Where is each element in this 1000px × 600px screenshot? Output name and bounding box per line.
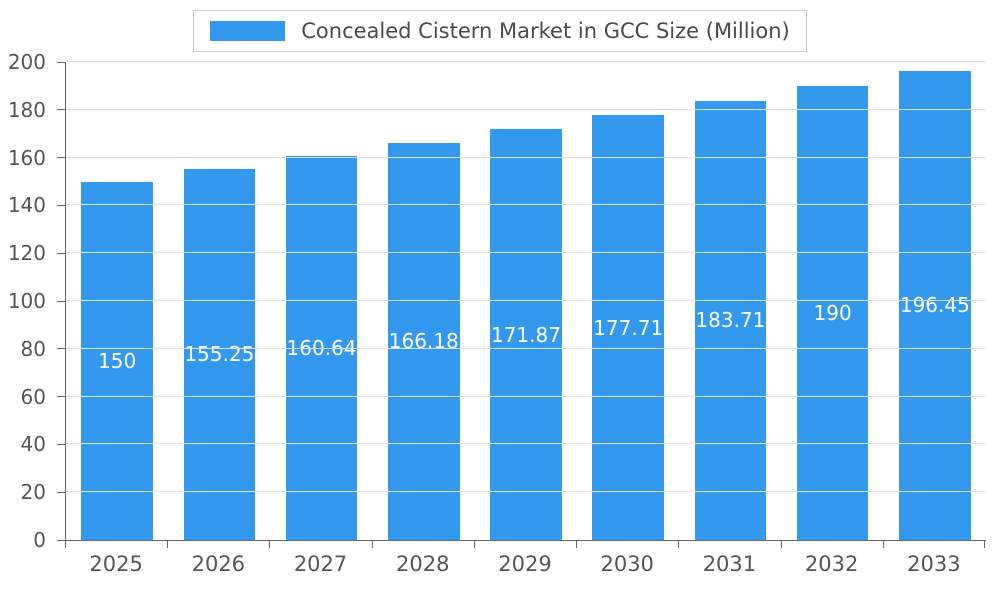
y-tick-mark — [57, 252, 65, 254]
chart-title: Concealed Cistern Market in GCC Size (Mi… — [301, 19, 790, 43]
bar-2027[interactable]: 160.64 — [285, 156, 358, 540]
x-tick-mark — [269, 541, 271, 548]
y-tick-mark — [57, 109, 65, 111]
bar-value-label: 183.71 — [695, 308, 766, 333]
bar-slot: 155.25 — [168, 62, 270, 540]
y-axis-label: 40 — [20, 432, 46, 457]
bar-2026[interactable]: 155.25 — [183, 168, 256, 540]
bars-container: 150 155.25 160.64 166.18 171.87 177.71 183.71 1… — [66, 62, 986, 540]
legend-item[interactable]: Concealed Cistern Market in GCC Size (Mi… — [193, 10, 807, 52]
y-tick-mark — [57, 61, 65, 63]
y-tick-mark — [57, 443, 65, 445]
x-axis-ticks — [65, 541, 985, 548]
y-axis-label: 20 — [20, 480, 46, 505]
x-tick-mark — [371, 541, 373, 548]
bar-slot: 150 — [66, 62, 168, 540]
x-tick-mark — [984, 541, 985, 548]
bar-slot: 166.18 — [373, 62, 475, 540]
bar-slot: 160.64 — [270, 62, 372, 540]
x-tick-mark — [65, 541, 66, 548]
chart-legend: Concealed Cistern Market in GCC Size (Mi… — [0, 10, 1000, 52]
bar-value-label: 166.18 — [388, 329, 459, 354]
x-tick-mark — [882, 541, 884, 548]
bar-2030[interactable]: 177.71 — [592, 115, 664, 540]
y-tick-mark — [57, 539, 65, 541]
y-tick-mark — [57, 491, 65, 493]
x-axis-label-2029: 2029 — [498, 552, 552, 576]
x-axis-label-2031: 2031 — [702, 552, 757, 576]
bar-2025[interactable]: 150 — [81, 181, 153, 540]
y-axis-ticks — [57, 61, 65, 541]
bar-value-label: 150 — [98, 348, 137, 373]
x-tick-mark — [473, 541, 475, 548]
bar-slot: 171.87 — [475, 62, 577, 540]
x-tick-mark — [167, 541, 169, 548]
bar-value-label: 160.64 — [286, 336, 357, 361]
bar-value-label: 155.25 — [184, 342, 255, 367]
bar-value-label: 190 — [813, 300, 852, 325]
x-axis-label-2032: 2032 — [804, 552, 859, 576]
y-axis-label: 180 — [7, 97, 46, 122]
y-axis-label: 60 — [20, 384, 46, 409]
y-tick-mark — [57, 348, 65, 350]
bar-slot: 190 — [782, 62, 884, 540]
y-tick-mark — [57, 157, 65, 159]
legend-swatch — [210, 21, 286, 41]
x-axis-label-2033: 2033 — [907, 552, 961, 576]
y-tick-mark — [57, 204, 65, 206]
y-axis-label: 0 — [33, 528, 46, 552]
x-axis-label-2026: 2026 — [191, 552, 246, 576]
bar-value-label: 171.87 — [490, 322, 561, 347]
x-axis-label-2027: 2027 — [293, 552, 348, 576]
bar-2028[interactable]: 166.18 — [387, 142, 460, 540]
bar-slot: 177.71 — [577, 62, 679, 540]
y-tick-mark — [57, 396, 65, 398]
x-axis-label-2030: 2030 — [600, 552, 654, 576]
bar-slot: 196.45 — [884, 62, 986, 540]
x-axis-label-2025: 2025 — [89, 552, 143, 576]
y-axis-label: 140 — [7, 193, 46, 218]
bar-2031[interactable]: 183.71 — [694, 100, 767, 540]
y-axis-label: 160 — [7, 145, 46, 170]
x-tick-mark — [678, 541, 680, 548]
bar-value-label: 177.71 — [593, 315, 664, 340]
bar-value-label: 196.45 — [899, 293, 970, 318]
y-axis-label: 200 — [7, 50, 46, 74]
plot-area: 150 155.25 160.64 166.18 171.87 177.71 183.71 1… — [65, 61, 986, 541]
x-tick-mark — [780, 541, 782, 548]
y-axis-labels: 0 20 40 60 80 100 120 140 160 180 200 — [0, 50, 57, 552]
x-axis-label-2028: 2028 — [396, 552, 450, 576]
x-tick-mark — [576, 541, 578, 548]
y-axis-label: 100 — [7, 289, 46, 313]
bar-2032[interactable]: 190 — [796, 85, 869, 540]
y-axis-label: 120 — [7, 241, 46, 266]
y-tick-mark — [57, 300, 65, 302]
bar-slot: 183.71 — [679, 62, 781, 540]
x-axis-labels: 2025 2026 2027 2028 2029 2030 2031 2032 2033 — [65, 552, 985, 576]
bar-2029[interactable]: 171.87 — [490, 129, 562, 540]
bar-2033[interactable]: 196.45 — [899, 70, 971, 540]
y-axis-label: 80 — [20, 336, 46, 361]
